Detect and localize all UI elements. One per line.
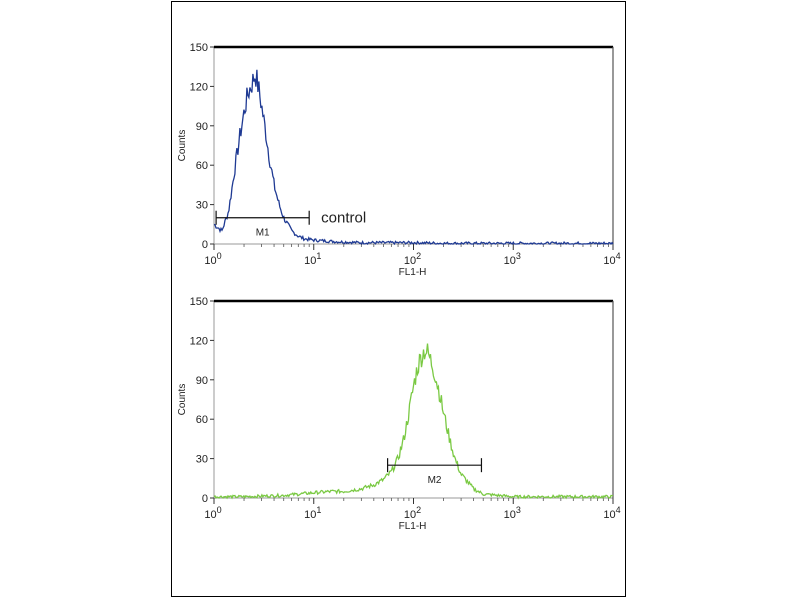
annotation-text: control (321, 210, 366, 227)
x-tick-exponent: 3 (516, 505, 521, 515)
plot-area-frame (213, 46, 614, 245)
x-tick-label: 101 (304, 505, 321, 521)
x-tick-label: 102 (404, 505, 421, 521)
x-axis-label: FL1-H (399, 521, 427, 532)
x-tick-exponent: 2 (416, 251, 421, 261)
gate-marker-m1: M1 (215, 210, 310, 239)
y-tick-label: 120 (190, 335, 208, 347)
histogram-series-line (213, 69, 614, 246)
y-tick-label: 0 (202, 239, 208, 251)
x-tick-exponent: 1 (316, 251, 321, 261)
x-tick-label: 103 (504, 251, 521, 267)
x-tick-label: 103 (504, 505, 521, 521)
y-tick-label: 0 (202, 493, 208, 505)
x-tick-exponent: 4 (616, 251, 621, 261)
y-tick-label: 60 (196, 414, 208, 426)
x-axis-label: FL1-H (399, 267, 427, 278)
y-tick-label: 90 (196, 375, 208, 387)
y-tick-label: 150 (190, 42, 208, 54)
x-tick-label: 100 (204, 251, 221, 267)
gate-marker-label: M1 (256, 228, 270, 239)
x-tick-exponent: 2 (416, 505, 421, 515)
y-tick-label: 30 (196, 200, 208, 212)
y-tick-label: 120 (190, 81, 208, 93)
y-tick-label: 90 (196, 121, 208, 133)
y-tick-label: 150 (190, 296, 208, 308)
x-tick-label: 102 (404, 251, 421, 267)
x-tick-exponent: 4 (616, 505, 621, 515)
x-tick-exponent: 3 (516, 251, 521, 261)
x-tick-label: 104 (603, 251, 620, 267)
plot-area-frame (213, 300, 614, 499)
y-axis-label: Counts (177, 384, 188, 416)
y-tick-label: 30 (196, 454, 208, 466)
x-tick-label: 101 (304, 251, 321, 267)
gate-marker-label: M2 (428, 475, 442, 486)
x-tick-exponent: 1 (316, 505, 321, 515)
x-tick-label: 100 (204, 505, 221, 521)
gate-marker-m2: M2 (387, 458, 483, 486)
histogram-series-line (213, 343, 614, 500)
y-axis-label: Counts (177, 130, 188, 162)
x-tick-exponent: 0 (217, 251, 222, 261)
x-tick-label: 104 (603, 505, 620, 521)
x-tick-exponent: 0 (217, 505, 222, 515)
y-tick-label: 60 (196, 160, 208, 172)
